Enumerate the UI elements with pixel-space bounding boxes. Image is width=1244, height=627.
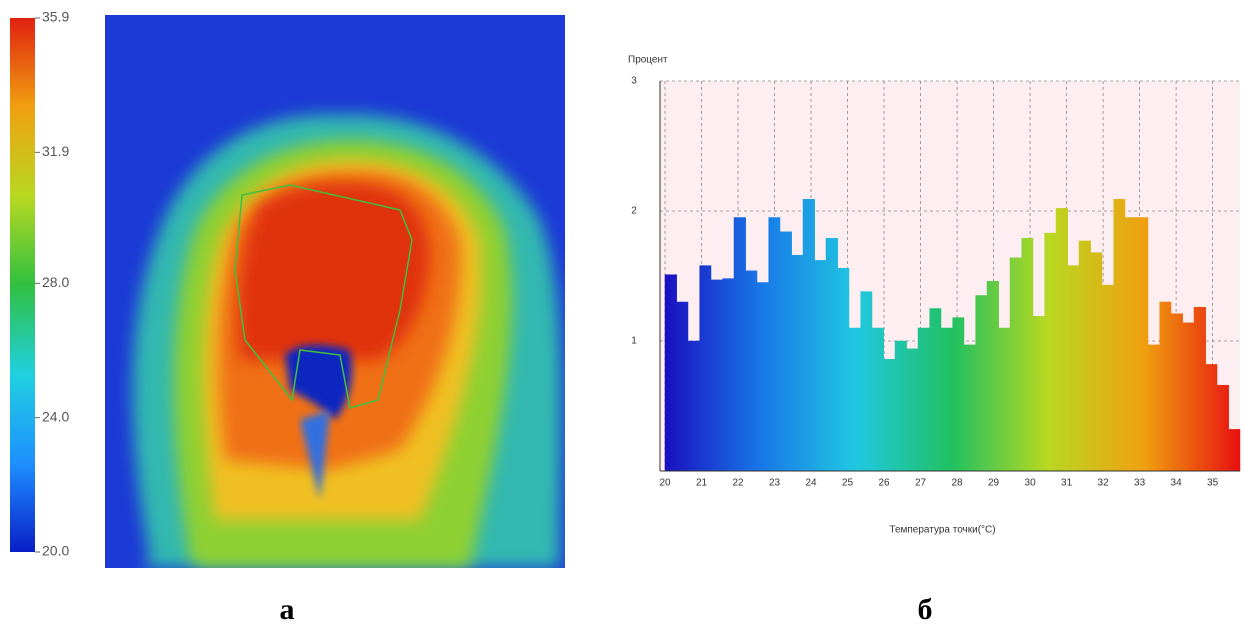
y-tick-label: 3	[631, 76, 637, 87]
bar	[929, 308, 942, 472]
bar	[986, 280, 999, 472]
bar	[1009, 257, 1022, 472]
x-tick-label: 30	[1025, 478, 1037, 489]
panel-label: б	[918, 593, 933, 626]
bar	[722, 278, 735, 472]
bar	[1124, 217, 1137, 472]
colorbar-tick-label: 31.9	[42, 143, 69, 159]
x-tick-label: 24	[805, 478, 817, 489]
bar	[1101, 284, 1114, 472]
bar	[894, 340, 907, 472]
colorbar-tick-label: 35.9	[42, 9, 69, 25]
bar	[768, 217, 781, 472]
bar	[1216, 384, 1229, 472]
x-axis-title: Температура точки(°C)	[889, 525, 995, 536]
bar	[664, 274, 677, 472]
x-tick-label: 26	[878, 478, 890, 489]
thermal-image	[105, 15, 565, 568]
bar	[710, 279, 723, 472]
bar	[1170, 313, 1183, 472]
bar	[1113, 199, 1126, 472]
bar	[883, 358, 896, 472]
bar	[791, 254, 804, 472]
bar	[906, 348, 919, 472]
x-tick-label: 28	[952, 478, 964, 489]
bar	[779, 231, 792, 472]
bar	[699, 265, 712, 472]
bar	[871, 327, 884, 472]
bar	[1182, 322, 1195, 472]
x-tick-label: 21	[696, 478, 708, 489]
bar	[676, 301, 689, 472]
x-tick-label: 32	[1098, 478, 1110, 489]
bar	[687, 340, 700, 472]
bar	[1193, 306, 1206, 472]
x-tick-label: 22	[732, 478, 744, 489]
colorbar-tick-label: 28.0	[42, 274, 69, 290]
bar	[837, 267, 850, 472]
x-tick-label: 34	[1171, 478, 1183, 489]
bar	[940, 327, 953, 472]
x-tick-label: 35	[1207, 478, 1219, 489]
x-tick-label: 33	[1134, 478, 1146, 489]
bar	[963, 344, 976, 472]
bar	[1136, 217, 1149, 472]
bar	[1044, 232, 1057, 472]
bar	[733, 217, 746, 472]
x-tick-label: 27	[915, 478, 927, 489]
x-tick-label: 20	[659, 478, 671, 489]
bar	[860, 291, 873, 472]
bar	[848, 327, 861, 472]
bar	[1090, 252, 1103, 472]
y-axis-title: Процент	[628, 55, 668, 66]
bar	[917, 327, 930, 472]
bar	[1228, 429, 1241, 472]
bar	[1067, 265, 1080, 472]
x-tick-label: 23	[769, 478, 781, 489]
bar	[1078, 240, 1091, 472]
x-tick-label: 25	[842, 478, 854, 489]
x-tick-label: 31	[1061, 478, 1073, 489]
panel-label: а	[280, 593, 295, 626]
colorbar-tick-label: 20.0	[42, 543, 69, 559]
bar	[802, 199, 815, 472]
y-tick-label: 2	[631, 206, 637, 217]
y-tick-label: 1	[631, 336, 637, 347]
bar	[952, 317, 965, 472]
bar	[825, 238, 838, 472]
colorbar-tick-label: 24.0	[42, 408, 69, 424]
bar	[1205, 364, 1218, 472]
bar	[975, 295, 988, 472]
bar	[1021, 238, 1034, 472]
colorbar	[10, 18, 35, 552]
bar	[756, 282, 769, 472]
bar	[1159, 301, 1172, 472]
bar	[998, 327, 1011, 472]
bar	[1147, 344, 1160, 472]
bar	[745, 270, 758, 472]
bar	[1055, 208, 1068, 472]
x-tick-label: 29	[988, 478, 1000, 489]
bar	[814, 260, 827, 472]
bar	[1032, 316, 1045, 472]
